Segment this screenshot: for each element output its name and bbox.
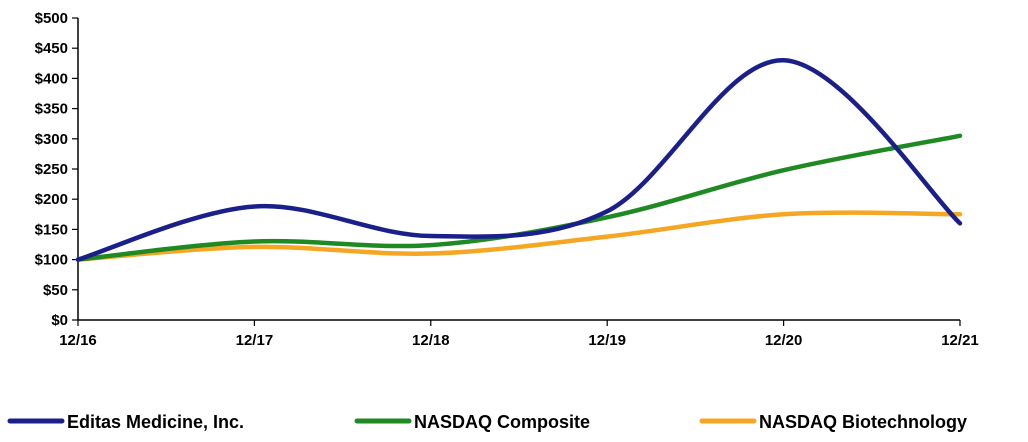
x-tick-label: 12/19	[588, 332, 626, 349]
x-axis: 12/16 12/17 12/18 12/19 12/20 12/21	[59, 319, 979, 349]
y-tick-label: $150	[35, 221, 68, 238]
series-line-nasdaq-biotechnology	[75, 210, 963, 262]
legend-label: Editas Medicine, Inc.	[67, 412, 244, 432]
x-tick-label: 12/17	[236, 332, 274, 349]
y-tick-label: $0	[51, 312, 68, 329]
y-tick-label: $350	[35, 101, 68, 118]
legend: Editas Medicine, Inc. NASDAQ Composite NAS…	[7, 412, 967, 432]
y-tick-label: $50	[43, 282, 68, 299]
legend-item-nasdaq-biotechnology: NASDAQ Biotechnology	[699, 412, 967, 432]
legend-label: NASDAQ Biotechnology	[759, 412, 967, 432]
legend-item-editas-medicine-inc: Editas Medicine, Inc.	[7, 412, 244, 432]
x-tick-label: 12/21	[941, 332, 979, 349]
y-tick-label: $400	[35, 70, 68, 87]
x-tick-label: 12/18	[412, 332, 450, 349]
y-axis: $0 $50 $100 $150 $200 $250 $300 $350 $400 $450 $50…	[35, 10, 79, 329]
y-tick-label: $300	[35, 131, 68, 148]
y-tick-label: $500	[35, 10, 68, 27]
legend-item-nasdaq-composite: NASDAQ Composite	[354, 412, 590, 432]
y-tick-label: $250	[35, 161, 68, 178]
y-tick-label: $450	[35, 40, 68, 57]
series-line-nasdaq-composite	[75, 133, 963, 262]
x-tick-label: 12/16	[59, 332, 97, 349]
y-tick-label: $200	[35, 191, 68, 208]
series-lines	[75, 58, 963, 262]
legend-label: NASDAQ Composite	[414, 412, 590, 432]
series-line-editas-medicine-inc	[75, 58, 963, 262]
x-tick-label: 12/20	[765, 332, 803, 349]
y-tick-label: $100	[35, 252, 68, 269]
